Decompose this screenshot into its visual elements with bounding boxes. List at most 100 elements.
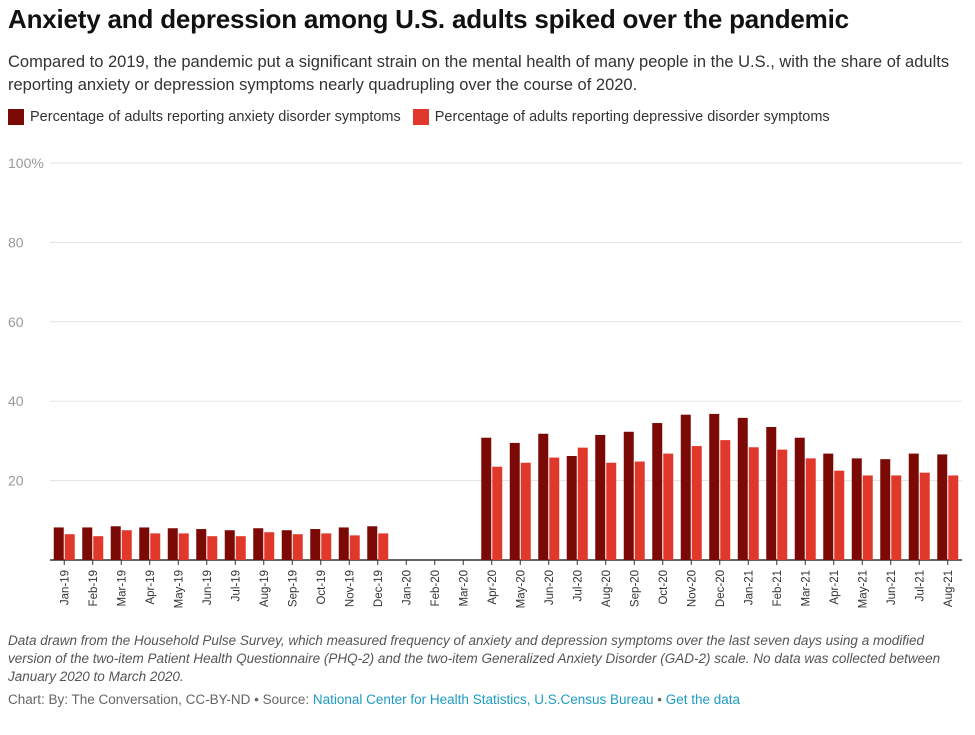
bar-anxiety (167, 528, 178, 560)
bar-anxiety (224, 530, 235, 560)
bar-depression (178, 533, 189, 560)
bar-depression (264, 532, 275, 560)
legend-swatch-anxiety (8, 109, 24, 125)
x-tick-label: Aug-19 (259, 570, 271, 607)
chart-notes: Data drawn from the Household Pulse Surv… (8, 633, 941, 684)
bar-anxiety (110, 526, 121, 560)
bar-anxiety (851, 458, 862, 560)
x-tick-label: Sep-20 (629, 570, 641, 607)
x-tick-label: Mar-21 (800, 570, 812, 606)
bar-depression (321, 533, 332, 560)
chart-title: Anxiety and depression among U.S. adults… (8, 4, 849, 34)
x-tick-label: Jul-21 (914, 570, 926, 601)
x-tick-label: Jun-20 (544, 570, 556, 605)
bar-anxiety (310, 529, 321, 560)
x-tick-label: Oct-20 (658, 570, 670, 605)
bar-depression (748, 447, 759, 560)
get-data-link[interactable]: Get the data (665, 692, 741, 707)
bar-anxiety (367, 526, 378, 560)
x-tick-label: Apr-19 (145, 570, 157, 605)
bar-anxiety (139, 527, 150, 560)
bar-depression (720, 440, 731, 560)
bar-anxiety (509, 442, 520, 560)
bar-anxiety (82, 527, 93, 560)
y-tick-label: 100% (8, 155, 44, 171)
bar-anxiety (338, 527, 349, 560)
legend-label-depression: Percentage of adults reporting depressiv… (434, 109, 830, 125)
bar-anxiety (623, 431, 634, 560)
bar-depression (919, 472, 930, 560)
x-tick-label: Mar-20 (458, 570, 470, 606)
bar-anxiety (766, 427, 777, 560)
bar-anxiety (937, 454, 948, 560)
x-tick-label: Aug-20 (601, 570, 613, 607)
separator: • (653, 692, 666, 707)
bar-anxiety (481, 437, 492, 560)
bar-anxiety (880, 459, 891, 560)
x-tick-label: Nov-19 (344, 570, 356, 607)
bar-depression (93, 536, 104, 560)
bar-anxiety (595, 434, 606, 560)
bar-anxiety (737, 417, 748, 560)
bar-depression (948, 475, 959, 560)
x-tick-label: May-19 (173, 570, 185, 608)
x-tick-label: Apr-21 (829, 570, 841, 605)
x-tick-label: Dec-19 (373, 570, 385, 607)
x-tick-label: Jun-19 (202, 570, 214, 605)
bar-anxiety (566, 455, 577, 560)
bar-depression (549, 457, 560, 560)
bar-depression (349, 535, 360, 560)
bar-chart: 100% 80 60 40 20 Jan-19 Feb-19 Mar-19 Apr-19 May-… (8, 155, 962, 608)
bar-anxiety (908, 453, 919, 560)
chart-legend: Percentage of adults reporting anxiety d… (8, 106, 968, 128)
legend-item-anxiety: Percentage of adults reporting anxiety d… (8, 109, 401, 125)
bar-depression (292, 534, 303, 560)
bar-anxiety (538, 433, 549, 560)
y-tick-label: 80 (8, 234, 24, 250)
chart-credits: Chart: By: The Conversation, CC-BY-ND • … (8, 692, 963, 707)
bar-depression (378, 533, 389, 560)
y-tick-label: 40 (8, 393, 24, 409)
x-tick-label: Oct-19 (316, 570, 328, 605)
bar-depression (492, 466, 503, 560)
bar-anxiety (281, 530, 292, 560)
legend-item-depression: Percentage of adults reporting depressiv… (412, 109, 830, 125)
bar-depression (235, 536, 246, 560)
x-tick-label: Feb-19 (88, 570, 100, 606)
bar-anxiety (196, 529, 207, 560)
bar-depression (634, 461, 645, 560)
bar-anxiety (823, 453, 834, 560)
bar-anxiety (680, 414, 691, 560)
bar-anxiety (794, 437, 805, 560)
credit-label: Chart: By: The Conversation, CC-BY-ND (8, 692, 251, 707)
x-tick-label: Dec-20 (715, 570, 727, 607)
x-tick-label: May-20 (515, 570, 527, 608)
bar-depression (805, 458, 816, 560)
bar-depression (777, 449, 788, 560)
bar-anxiety (253, 528, 264, 560)
x-tick-label: Jan-21 (743, 570, 755, 605)
bar-depression (891, 475, 902, 560)
x-tick-label: Feb-20 (430, 570, 442, 606)
bar-depression (577, 447, 588, 560)
chart-subtitle: Compared to 2019, the pandemic put a sig… (8, 53, 950, 94)
x-tick-label: May-21 (857, 570, 869, 608)
x-tick-label: Jun-21 (886, 570, 898, 605)
source-label: Source: (262, 692, 313, 707)
legend-swatch-depression (412, 109, 429, 125)
source-link[interactable]: National Center for Health Statistics, U… (312, 692, 654, 707)
y-tick-label: 60 (8, 314, 24, 330)
bar-anxiety (53, 527, 64, 560)
x-tick-label: Aug-21 (943, 570, 955, 607)
bar-depression (862, 475, 873, 560)
bar-anxiety (709, 413, 720, 560)
separator: • (250, 692, 263, 707)
bar-depression (691, 446, 702, 560)
x-tick-label: Mar-19 (116, 570, 128, 606)
x-tick-label: Nov-20 (686, 570, 698, 607)
bar-depression (207, 536, 218, 560)
bar-depression (150, 533, 161, 560)
x-tick-label: Sep-19 (287, 570, 299, 607)
bar-depression (606, 462, 617, 560)
bar-depression (121, 530, 132, 560)
